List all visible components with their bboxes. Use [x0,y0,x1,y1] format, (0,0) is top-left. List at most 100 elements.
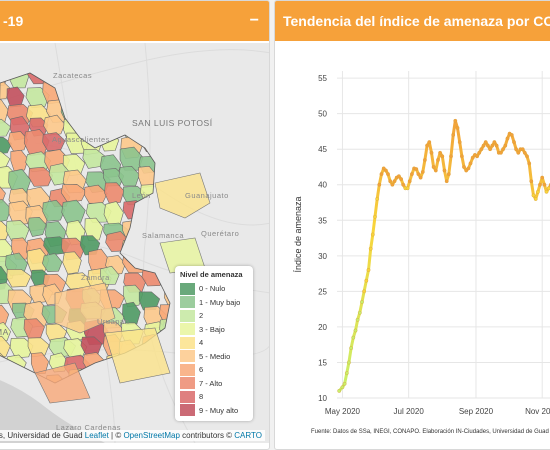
data-point[interactable] [438,150,443,155]
data-point[interactable] [468,161,473,166]
data-point[interactable] [370,232,375,237]
data-point[interactable] [522,150,527,155]
data-point[interactable] [516,150,521,155]
data-point[interactable] [427,140,432,145]
choropleth-map[interactable]: Zacatecas SAN LUIS POTOSÍ Aguascalientes Le… [0,43,270,443]
data-point[interactable] [425,143,430,148]
data-point[interactable] [420,169,425,174]
data-point[interactable] [431,165,436,169]
data-point[interactable] [440,154,445,159]
data-point[interactable] [459,154,464,159]
data-point[interactable] [362,289,367,294]
data-point[interactable] [475,154,480,159]
data-point[interactable] [407,179,412,184]
data-point[interactable] [531,193,536,198]
data-point[interactable] [483,140,488,145]
data-point[interactable] [520,147,525,152]
data-point[interactable] [422,158,427,162]
data-point[interactable] [512,140,516,145]
data-point[interactable] [501,147,506,152]
data-point[interactable] [433,168,438,173]
data-point[interactable] [379,172,384,177]
data-point[interactable] [479,147,484,152]
data-point[interactable] [399,177,404,182]
legend-label: 2 [199,311,204,321]
map-canvas[interactable] [0,43,270,443]
data-point[interactable] [401,182,406,187]
data-point[interactable] [492,140,497,145]
data-point[interactable] [533,197,538,201]
data-point[interactable] [542,182,547,187]
data-point[interactable] [351,335,356,340]
data-point[interactable] [357,310,362,315]
data-point[interactable] [377,182,382,187]
osm-link[interactable]: OpenStreetMap [123,431,180,440]
data-point[interactable] [414,167,419,172]
data-point[interactable] [446,172,451,177]
data-point[interactable] [364,278,369,283]
data-point[interactable] [462,165,466,169]
data-point[interactable] [409,172,414,177]
data-point[interactable] [453,118,458,123]
legend-item: 1 - Muy bajo [180,296,248,310]
data-point[interactable] [449,154,453,159]
data-point[interactable] [373,214,377,219]
data-point[interactable] [366,268,371,272]
data-point[interactable] [353,328,358,333]
data-point[interactable] [490,143,495,148]
data-point[interactable] [527,161,532,166]
data-point[interactable] [505,136,510,141]
map-place-label: Uruapan [97,317,130,326]
carto-link[interactable]: CARTO [234,431,262,440]
data-point[interactable] [451,133,456,137]
data-point[interactable] [544,189,549,194]
data-point[interactable] [429,150,434,155]
data-point[interactable] [535,189,540,194]
data-point[interactable] [470,155,475,160]
data-point[interactable] [494,143,499,148]
data-point[interactable] [477,150,482,155]
data-point[interactable] [485,143,490,148]
data-point[interactable] [416,172,421,177]
data-point[interactable] [546,186,550,191]
data-point[interactable] [360,300,364,304]
data-point[interactable] [503,143,508,148]
data-point[interactable] [444,179,449,184]
data-point[interactable] [405,186,410,191]
data-point[interactable] [538,182,542,187]
data-point[interactable] [337,388,342,393]
data-point[interactable] [540,175,545,180]
data-point[interactable] [384,168,388,173]
data-point[interactable] [375,197,380,201]
data-point[interactable] [514,147,519,152]
data-point[interactable] [498,150,503,155]
data-point[interactable] [457,140,462,145]
trend-chart[interactable]: 10 15 20 25 30 35 40 45 50 55 May 2020 Jul 2020 Sep … [275,43,550,428]
data-point[interactable] [344,371,349,375]
data-point[interactable] [525,154,529,159]
data-point[interactable] [397,174,401,179]
data-point[interactable] [529,179,534,184]
map-attribution: s, Universidad de Guad Leaflet | © OpenS… [0,430,265,441]
data-point[interactable] [442,168,447,173]
data-point[interactable] [455,126,460,130]
data-point[interactable] [340,385,345,390]
data-point[interactable] [488,147,493,152]
data-point[interactable] [342,381,347,386]
data-point[interactable] [368,246,373,251]
data-point[interactable] [436,158,440,162]
data-point[interactable] [349,346,354,351]
y-tick-label: 15 [318,358,327,367]
data-point[interactable] [418,175,423,180]
data-point[interactable] [388,179,393,184]
data-point[interactable] [386,172,390,177]
data-point[interactable] [390,182,395,187]
collapse-map-button[interactable]: − [249,12,259,29]
data-point[interactable] [466,166,471,171]
data-point[interactable] [481,143,486,148]
data-point[interactable] [347,360,351,365]
data-point[interactable] [509,133,514,137]
data-point[interactable] [392,179,397,184]
leaflet-link[interactable]: Leaflet [84,431,109,440]
data-point[interactable] [355,317,360,322]
